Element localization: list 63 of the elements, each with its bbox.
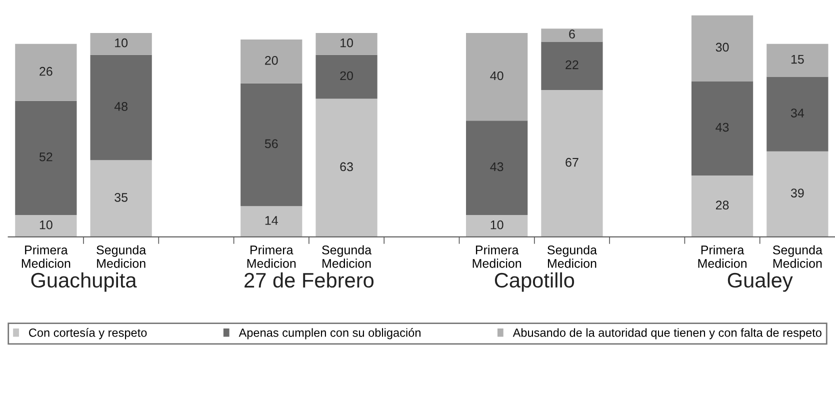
legend-label: Abusando de la autoridad que tienen y con falta de respeto [512, 328, 822, 340]
bar [240, 83, 302, 206]
bar [466, 32, 528, 121]
text: Guachupita [31, 272, 137, 292]
bar [90, 160, 152, 237]
data-label: 40 [490, 71, 504, 80]
bar [541, 28, 603, 42]
bar [240, 206, 302, 237]
bar [316, 32, 378, 55]
bar [15, 214, 77, 237]
bar [466, 120, 528, 215]
bar [691, 15, 754, 82]
bar [240, 40, 302, 84]
data-label: 52 [39, 152, 52, 162]
bar [691, 175, 754, 237]
data-label: 20 [265, 56, 278, 65]
bar [766, 44, 828, 77]
x-tick-label: Primera Medicion [472, 245, 522, 268]
data-label: 6 [569, 30, 575, 39]
data-label: 56 [264, 139, 278, 148]
data-label: 14 [265, 216, 278, 225]
data-label: 67 [566, 158, 578, 167]
data-label: 34 [790, 108, 804, 118]
data-label: 43 [490, 162, 504, 172]
bar [541, 90, 603, 237]
bar [316, 54, 378, 99]
data-label: 15 [791, 55, 804, 64]
bar [316, 98, 378, 237]
data-label: 10 [490, 220, 504, 230]
data-label: 63 [340, 162, 353, 172]
x-tick-label: Segunda Medicion [772, 245, 822, 268]
text: Capotillo [494, 272, 574, 292]
data-label: 30 [716, 42, 729, 52]
bar [90, 32, 152, 55]
data-label: 35 [114, 193, 128, 202]
bar [15, 100, 77, 215]
x-tick-label: Segunda Medicion [96, 245, 146, 268]
bar [466, 214, 528, 237]
data-label: 22 [566, 60, 578, 70]
bar [90, 54, 152, 160]
data-label: 20 [340, 71, 353, 80]
data-label: 28 [716, 200, 729, 210]
bar [541, 42, 603, 90]
x-tick-label: Primera Medicion [22, 245, 70, 268]
legend-label: Apenas cumplen con su obligación [238, 328, 420, 340]
legend-label: Con cortesía y respeto [29, 328, 147, 340]
text: Gualey [728, 272, 793, 292]
x-tick-label: Segunda Medicion [322, 245, 372, 268]
data-label: 43 [716, 122, 729, 132]
x-tick-label: Primera Medicion [698, 245, 746, 268]
x-tick-label: Primera Medicion [247, 245, 296, 268]
bar [766, 151, 828, 237]
data-label: 48 [114, 102, 128, 111]
data-label: 10 [40, 220, 52, 230]
bar [766, 76, 828, 152]
bar [691, 81, 754, 176]
bar [15, 44, 77, 101]
data-label: 39 [790, 188, 804, 198]
data-label: 10 [115, 38, 128, 48]
x-tick-label: Segunda Medicion [548, 245, 597, 268]
text: 27 de Febrero [244, 272, 374, 288]
data-label: 10 [340, 38, 353, 48]
data-label: 26 [40, 66, 52, 76]
